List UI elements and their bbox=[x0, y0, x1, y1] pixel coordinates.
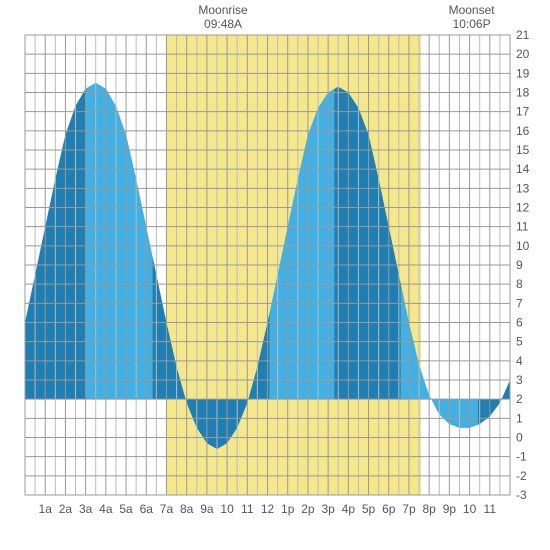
y-tick-label: 21 bbox=[516, 28, 530, 42]
y-tick-label: 13 bbox=[516, 181, 530, 195]
y-tick-label: -1 bbox=[516, 450, 527, 464]
y-tick-label: 17 bbox=[516, 105, 530, 119]
x-tick-label: 11 bbox=[241, 502, 254, 516]
y-tick-label: 11 bbox=[516, 220, 529, 234]
y-tick-label: 1 bbox=[516, 411, 523, 425]
x-tick-label: 10 bbox=[220, 502, 234, 516]
y-tick-label: 6 bbox=[516, 316, 523, 330]
moonset-time: 10:06P bbox=[453, 17, 491, 31]
x-tick-label: 11 bbox=[484, 502, 497, 516]
x-tick-label: 8p bbox=[422, 502, 436, 516]
y-tick-label: -2 bbox=[516, 469, 527, 483]
x-tick-label: 9p bbox=[443, 502, 457, 516]
x-tick-label: 5p bbox=[362, 502, 376, 516]
x-tick-label: 12 bbox=[261, 502, 275, 516]
x-tick-label: 4p bbox=[342, 502, 356, 516]
y-tick-label: 12 bbox=[516, 201, 530, 215]
y-tick-label: 4 bbox=[516, 354, 523, 368]
y-tick-label: 10 bbox=[516, 239, 530, 253]
x-tick-label: 2p bbox=[301, 502, 315, 516]
x-tick-label: 1p bbox=[281, 502, 295, 516]
y-tick-label: 15 bbox=[516, 143, 530, 157]
y-tick-label: 20 bbox=[516, 47, 530, 61]
x-tick-label: 10 bbox=[463, 502, 477, 516]
x-tick-label: 4a bbox=[99, 502, 113, 516]
y-tick-label: 14 bbox=[516, 162, 530, 176]
y-tick-label: 3 bbox=[516, 373, 523, 387]
y-tick-label: -3 bbox=[516, 488, 527, 502]
y-tick-label: 2 bbox=[516, 392, 523, 406]
y-tick-label: 5 bbox=[516, 335, 523, 349]
x-tick-label: 8a bbox=[180, 502, 194, 516]
x-tick-label: 7a bbox=[160, 502, 174, 516]
x-tick-label: 3a bbox=[79, 502, 93, 516]
x-tick-label: 6a bbox=[140, 502, 154, 516]
y-tick-label: 8 bbox=[516, 277, 523, 291]
tide-chart: -3-2-10123456789101112131415161718192021… bbox=[0, 0, 550, 550]
y-tick-label: 16 bbox=[516, 124, 530, 138]
x-tick-label: 2a bbox=[59, 502, 73, 516]
moonrise-time: 09:48A bbox=[204, 17, 242, 31]
x-tick-label: 7p bbox=[402, 502, 416, 516]
moonset-label: Moonset bbox=[449, 3, 496, 17]
x-tick-label: 3p bbox=[321, 502, 335, 516]
x-tick-label: 5a bbox=[119, 502, 133, 516]
moonrise-label: Moonrise bbox=[198, 3, 248, 17]
y-tick-label: 0 bbox=[516, 431, 523, 445]
y-tick-label: 18 bbox=[516, 86, 530, 100]
x-tick-label: 6p bbox=[382, 502, 396, 516]
y-tick-label: 19 bbox=[516, 66, 530, 80]
x-tick-label: 9a bbox=[200, 502, 214, 516]
chart-svg: -3-2-10123456789101112131415161718192021… bbox=[0, 0, 550, 550]
x-tick-label: 1a bbox=[39, 502, 53, 516]
y-tick-label: 9 bbox=[516, 258, 523, 272]
y-tick-label: 7 bbox=[516, 296, 523, 310]
